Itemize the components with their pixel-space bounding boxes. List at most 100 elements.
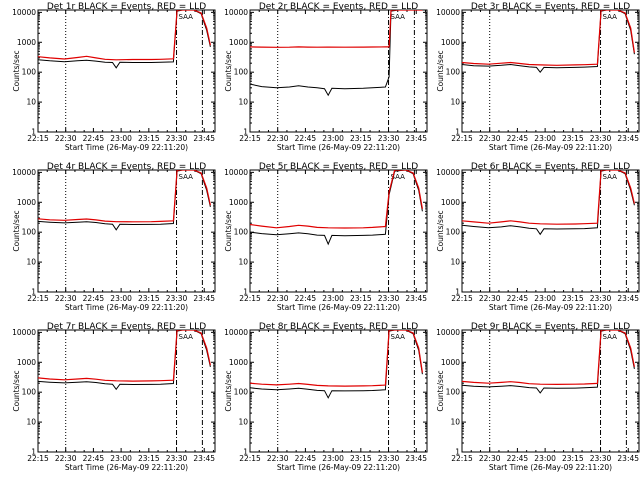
series-group (250, 330, 423, 399)
detector-panel-2: Det 2r BLACK = Events, RED = LLD 1 10 100 10… (224, 2, 428, 152)
y-tick-label: 10000 (436, 168, 460, 177)
detector-panel-7: Det 7r BLACK = Events, RED = LLD 1 10 100 10… (12, 322, 216, 472)
x-tick-label: 23:00 (110, 134, 132, 143)
series-group (462, 330, 635, 394)
x-tick-label: 22:30 (55, 454, 77, 463)
x-tick-label: 23:45 (193, 294, 215, 303)
x-axis-title: Start Time (26-May-09 22:11:20) (65, 463, 188, 472)
x-tick-label: 22:45 (507, 134, 529, 143)
lld-line (38, 10, 211, 61)
x-tick-label: 22:45 (507, 294, 529, 303)
x-tick-label: 23:00 (110, 294, 132, 303)
x-axis-title: Start Time (26-May-09 22:11:20) (277, 143, 400, 152)
y-tick-label: 10000 (436, 8, 460, 17)
detector-panel-4: Det 4r BLACK = Events, RED = LLD 1 10 100 10… (12, 162, 216, 312)
y-tick-label: 100 (22, 68, 37, 77)
events-line (462, 170, 635, 236)
panel-title: Det 3r BLACK = Events, RED = LLD (471, 2, 630, 12)
y-tick-label: 10 (450, 258, 460, 267)
series-group (38, 170, 211, 231)
x-tick-label: 23:30 (590, 294, 612, 303)
x-tick-label: 23:30 (166, 454, 188, 463)
y-axis-title: Counts/sec (224, 50, 233, 91)
x-tick-label: 22:15 (451, 134, 473, 143)
events-line (462, 330, 635, 394)
x-tick-label: 23:30 (590, 454, 612, 463)
x-tick-label: 22:45 (295, 294, 317, 303)
x-tick-label: 23:15 (138, 134, 160, 143)
x-tick-label: 22:30 (479, 134, 501, 143)
x-tick-label: 23:45 (617, 134, 639, 143)
x-tick-label: 23:15 (350, 134, 372, 143)
series-group (250, 10, 423, 97)
saa-label: SAA (603, 173, 618, 181)
y-tick-label: 10 (26, 418, 36, 427)
x-tick-label: 23:15 (138, 454, 160, 463)
events-line (462, 10, 635, 74)
x-tick-label: 22:30 (479, 454, 501, 463)
y-tick-label: 10 (238, 418, 248, 427)
y-axis-title: Counts/sec (12, 370, 21, 411)
x-tick-label: 22:15 (27, 134, 49, 143)
x-tick-label: 22:45 (83, 134, 105, 143)
y-tick-label: 100 (234, 68, 249, 77)
x-tick-label: 22:45 (507, 454, 529, 463)
x-tick-label: 23:45 (617, 294, 639, 303)
y-tick-label: 100 (22, 388, 37, 397)
saa-label: SAA (603, 13, 618, 21)
lld-line (38, 330, 211, 382)
x-tick-label: 23:15 (138, 294, 160, 303)
y-tick-label: 100 (446, 388, 461, 397)
y-tick-label: 10000 (12, 8, 36, 17)
y-tick-label: 1 (31, 288, 36, 297)
lld-line (38, 170, 211, 223)
x-tick-label: 23:00 (322, 294, 344, 303)
series-group (462, 170, 635, 236)
x-tick-label: 22:30 (267, 294, 289, 303)
x-tick-label: 23:00 (322, 134, 344, 143)
y-tick-label: 1000 (17, 38, 36, 47)
detector-panel-3: Det 3r BLACK = Events, RED = LLD 1 10 100 10… (436, 2, 640, 152)
y-tick-label: 10000 (224, 8, 248, 17)
x-tick-label: 22:45 (83, 454, 105, 463)
y-tick-label: 1 (31, 448, 36, 457)
x-tick-label: 23:00 (110, 454, 132, 463)
events-line (38, 170, 211, 231)
panel-title: Det 1r BLACK = Events, RED = LLD (47, 2, 206, 12)
y-tick-label: 1000 (441, 358, 460, 367)
y-axis-title: Counts/sec (436, 370, 445, 411)
lld-line (462, 10, 635, 66)
y-axis-title: Counts/sec (436, 50, 445, 91)
y-tick-label: 1 (31, 128, 36, 137)
x-tick-label: 22:45 (295, 134, 317, 143)
x-tick-label: 23:00 (534, 454, 556, 463)
panel-title: Det 8r BLACK = Events, RED = LLD (259, 322, 418, 332)
events-line (250, 330, 423, 399)
y-tick-label: 10000 (224, 168, 248, 177)
y-tick-label: 1 (455, 128, 460, 137)
plot-frame (461, 329, 640, 453)
y-tick-label: 100 (22, 228, 37, 237)
plot-frame (249, 9, 428, 133)
series-group (38, 10, 211, 69)
y-tick-label: 10000 (12, 328, 36, 337)
x-tick-label: 23:00 (322, 454, 344, 463)
x-axis-title: Start Time (26-May-09 22:11:20) (489, 463, 612, 472)
plot-frame (461, 169, 640, 293)
x-tick-label: 22:15 (27, 294, 49, 303)
x-tick-label: 22:15 (239, 134, 261, 143)
y-tick-label: 10 (238, 258, 248, 267)
plot-frame (249, 169, 428, 293)
panel-title: Det 5r BLACK = Events, RED = LLD (259, 162, 418, 172)
y-tick-label: 1 (243, 128, 248, 137)
y-tick-label: 10 (26, 98, 36, 107)
events-line (250, 10, 423, 97)
plot-frame (37, 329, 216, 453)
x-axis-title: Start Time (26-May-09 22:11:20) (65, 143, 188, 152)
y-tick-label: 1000 (229, 198, 248, 207)
plot-frame (249, 329, 428, 453)
lld-line (462, 170, 635, 225)
y-tick-label: 100 (446, 228, 461, 237)
plot-frame (37, 9, 216, 133)
x-tick-label: 22:15 (239, 294, 261, 303)
